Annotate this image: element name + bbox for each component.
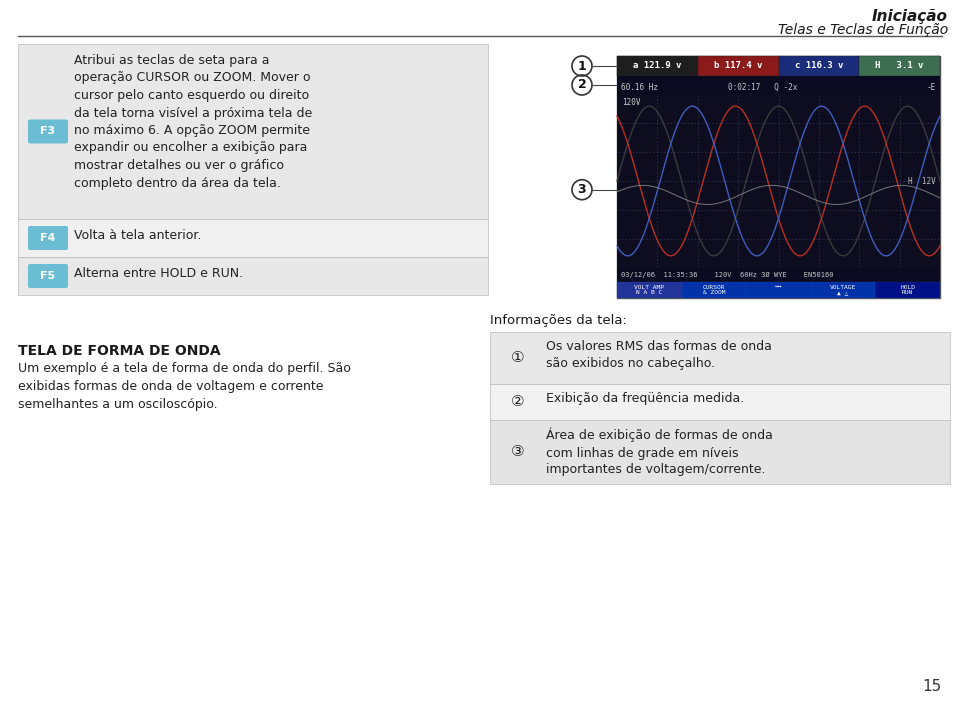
Text: Informações da tela:: Informações da tela: xyxy=(490,314,627,327)
Text: F3: F3 xyxy=(40,127,56,137)
Bar xyxy=(859,56,940,76)
FancyBboxPatch shape xyxy=(28,226,68,250)
Text: Alterna entre HOLD e RUN.: Alterna entre HOLD e RUN. xyxy=(74,267,243,280)
Bar xyxy=(18,44,488,219)
Bar xyxy=(490,332,950,384)
Text: Exibição da freqüência medida.: Exibição da freqüência medida. xyxy=(546,392,744,405)
Text: ↔→: ↔→ xyxy=(775,284,782,296)
Text: Telas e Teclas de Função: Telas e Teclas de Função xyxy=(778,23,948,37)
Text: 1: 1 xyxy=(578,60,587,73)
FancyBboxPatch shape xyxy=(28,120,68,144)
Text: F4: F4 xyxy=(40,233,56,243)
Text: CURSOR
& ZOOM: CURSOR & ZOOM xyxy=(703,284,725,296)
Bar xyxy=(617,76,940,94)
Text: Atribui as teclas de seta para a
operação CURSOR ou ZOOM. Mover o
cursor pelo ca: Atribui as teclas de seta para a operaçã… xyxy=(74,54,312,189)
Bar xyxy=(617,282,682,298)
Text: ①: ① xyxy=(511,351,525,365)
Text: F5: F5 xyxy=(40,271,56,281)
Circle shape xyxy=(572,56,592,76)
Text: H  12V: H 12V xyxy=(908,177,936,185)
Text: Volta à tela anterior.: Volta à tela anterior. xyxy=(74,229,202,242)
Bar xyxy=(682,282,746,298)
Text: H   3.1 v: H 3.1 v xyxy=(876,61,924,70)
Bar xyxy=(18,257,488,295)
Text: ③: ③ xyxy=(511,444,525,460)
Text: 0:02:17   Q -2x: 0:02:17 Q -2x xyxy=(728,82,797,92)
Text: 60.16 Hz: 60.16 Hz xyxy=(621,82,658,92)
Text: b 117.4 v: b 117.4 v xyxy=(714,61,762,70)
Bar xyxy=(617,268,940,282)
Text: 120V: 120V xyxy=(622,98,640,107)
Text: c 116.3 v: c 116.3 v xyxy=(795,61,843,70)
Text: Iniciação: Iniciação xyxy=(872,9,948,24)
Text: -E: -E xyxy=(926,82,936,92)
Text: Um exemplo é a tela de forma de onda do perfil. São
exibidas formas de onda de v: Um exemplo é a tela de forma de onda do … xyxy=(18,362,350,411)
Text: ②: ② xyxy=(511,394,525,410)
Text: TELA DE FORMA DE ONDA: TELA DE FORMA DE ONDA xyxy=(18,344,221,358)
Bar xyxy=(490,420,950,484)
FancyBboxPatch shape xyxy=(28,264,68,288)
Bar xyxy=(617,56,698,76)
Text: VOLT AMP
N A B C: VOLT AMP N A B C xyxy=(635,284,664,296)
Text: VOLTAGE
▲ △: VOLTAGE ▲ △ xyxy=(830,284,856,296)
Bar xyxy=(617,94,940,268)
Text: HOLD
RUN: HOLD RUN xyxy=(900,284,915,296)
Bar xyxy=(876,282,940,298)
Bar xyxy=(746,282,811,298)
Bar xyxy=(490,384,950,420)
Bar xyxy=(811,282,876,298)
Text: a 121.9 v: a 121.9 v xyxy=(634,61,682,70)
Text: Área de exibição de formas de onda
com linhas de grade em níveis
importantes de : Área de exibição de formas de onda com l… xyxy=(546,428,773,477)
Text: 2: 2 xyxy=(578,79,587,92)
Circle shape xyxy=(572,75,592,95)
Circle shape xyxy=(572,180,592,200)
Bar xyxy=(617,56,940,298)
Text: 15: 15 xyxy=(923,679,942,694)
Bar xyxy=(18,219,488,257)
Text: 3: 3 xyxy=(578,183,587,196)
Text: 03/12/06  11:35:36    120V  60Hz 3Ø WYE    EN50160: 03/12/06 11:35:36 120V 60Hz 3Ø WYE EN501… xyxy=(621,272,833,278)
Bar xyxy=(779,56,859,76)
Text: Os valores RMS das formas de onda
são exibidos no cabeçalho.: Os valores RMS das formas de onda são ex… xyxy=(546,340,772,370)
Bar xyxy=(698,56,779,76)
Bar xyxy=(617,282,940,298)
